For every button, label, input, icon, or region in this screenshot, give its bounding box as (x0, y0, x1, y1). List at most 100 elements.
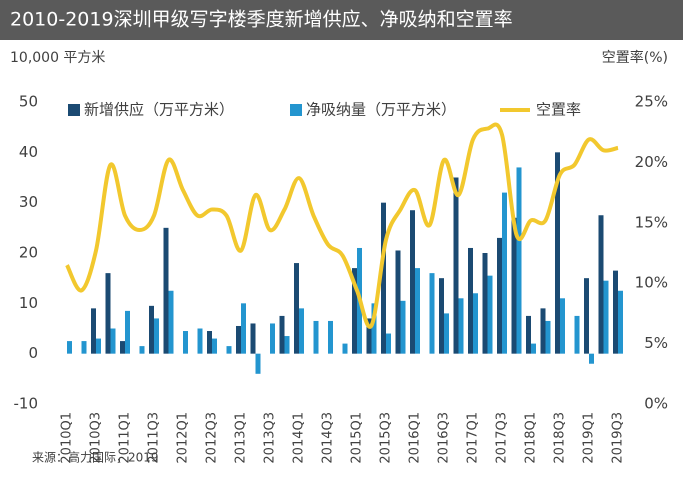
bar (371, 303, 377, 354)
bar (183, 331, 188, 354)
bar (603, 280, 609, 354)
x-tick-label: 2018Q3 (553, 412, 568, 464)
y2-tick-label: 0% (644, 395, 668, 413)
bar (598, 215, 604, 354)
x-tick-label: 2019Q1 (582, 412, 597, 464)
x-tick-label: 2010Q3 (89, 412, 104, 464)
y-axis-label: 10,000 平方米 (10, 50, 105, 66)
bar (584, 278, 589, 354)
bar (207, 331, 212, 354)
x-tick-label: 2015Q3 (379, 412, 394, 464)
bar (279, 315, 285, 354)
bar (560, 298, 565, 354)
y-tick-label: 20 (19, 244, 38, 262)
bar (313, 320, 319, 354)
x-tick-label: 2012Q3 (205, 412, 220, 464)
bar (212, 338, 217, 354)
bar (270, 323, 275, 354)
y-tick-label: 40 (19, 143, 38, 161)
bar (531, 343, 536, 354)
x-tick-label: 2016Q1 (408, 412, 423, 464)
y2-axis-label: 空置率(%) (602, 49, 668, 66)
bar (439, 278, 444, 354)
bar (197, 328, 203, 354)
bar (168, 290, 174, 354)
legend-label: 净吸纳量（万平方米） (306, 101, 456, 119)
x-tick-label: 2013Q1 (234, 412, 249, 464)
y-tick-label: 30 (19, 193, 38, 211)
bar (395, 250, 401, 354)
bar (400, 300, 406, 354)
bar (429, 273, 435, 354)
bar (482, 253, 488, 354)
bar (105, 273, 111, 354)
bar (444, 313, 449, 354)
bar (120, 341, 125, 354)
bar (366, 318, 372, 354)
legend-swatch (290, 104, 302, 116)
bar (236, 325, 241, 354)
bar (574, 315, 580, 354)
bar (545, 320, 551, 354)
bar (110, 328, 116, 354)
bar (125, 310, 130, 354)
y2-tick-label: 10% (635, 274, 668, 292)
bar (284, 336, 290, 354)
chart-title: 2010-2019深圳甲级写字楼季度新增供应、净吸纳和空置率 (10, 9, 513, 31)
bar (139, 346, 145, 354)
bar (328, 320, 333, 354)
bar (555, 152, 560, 354)
bar (96, 338, 101, 354)
bar (342, 343, 348, 354)
x-tick-label: 2012Q1 (176, 412, 191, 464)
bar (497, 237, 502, 354)
y2-tick-label: 15% (635, 213, 668, 231)
y2-tick-label: 25% (635, 93, 668, 111)
bar (473, 293, 478, 354)
x-tick-label: 2011Q1 (118, 412, 133, 464)
line (65, 122, 619, 329)
bar (294, 263, 299, 354)
x-tick-label: 2014Q3 (321, 412, 336, 464)
bar (241, 303, 246, 354)
title-bar (0, 0, 683, 40)
x-tick-label: 2017Q3 (495, 412, 510, 464)
bar (458, 298, 464, 354)
bar (410, 210, 415, 354)
x-tick-label: 2016Q3 (437, 412, 452, 464)
bar (468, 247, 473, 354)
legend-label: 空置率 (536, 101, 581, 119)
x-tick-label: 2017Q1 (466, 412, 481, 464)
bar (613, 270, 618, 354)
bar (250, 323, 256, 354)
y2-tick-label: 20% (635, 153, 668, 171)
bar (352, 268, 357, 354)
x-tick-label: 2014Q1 (292, 412, 307, 464)
bar (526, 315, 531, 354)
bar (618, 290, 623, 354)
bar (226, 346, 232, 354)
bar (415, 268, 420, 354)
bar (299, 308, 304, 354)
bar (487, 275, 493, 354)
bar (502, 192, 507, 354)
bar (511, 217, 517, 354)
bar (516, 167, 522, 354)
x-tick-label: 2013Q3 (263, 412, 278, 464)
bar (453, 177, 459, 354)
y2-tick-label: 5% (644, 334, 668, 352)
y-tick-label: 10 (19, 294, 38, 312)
y-tick-label: 50 (19, 93, 38, 111)
legend-label: 新增供应（万平方米） (84, 101, 234, 119)
bar (67, 341, 72, 354)
y-tick-label: -10 (14, 395, 39, 413)
bar (91, 308, 96, 354)
bar (163, 227, 169, 354)
legend-swatch (68, 104, 80, 116)
bar (81, 341, 87, 354)
bar (540, 308, 546, 354)
x-tick-label: 2010Q1 (60, 412, 75, 464)
source: 来源：高力国际，2019 (32, 450, 159, 465)
bar (386, 333, 391, 354)
